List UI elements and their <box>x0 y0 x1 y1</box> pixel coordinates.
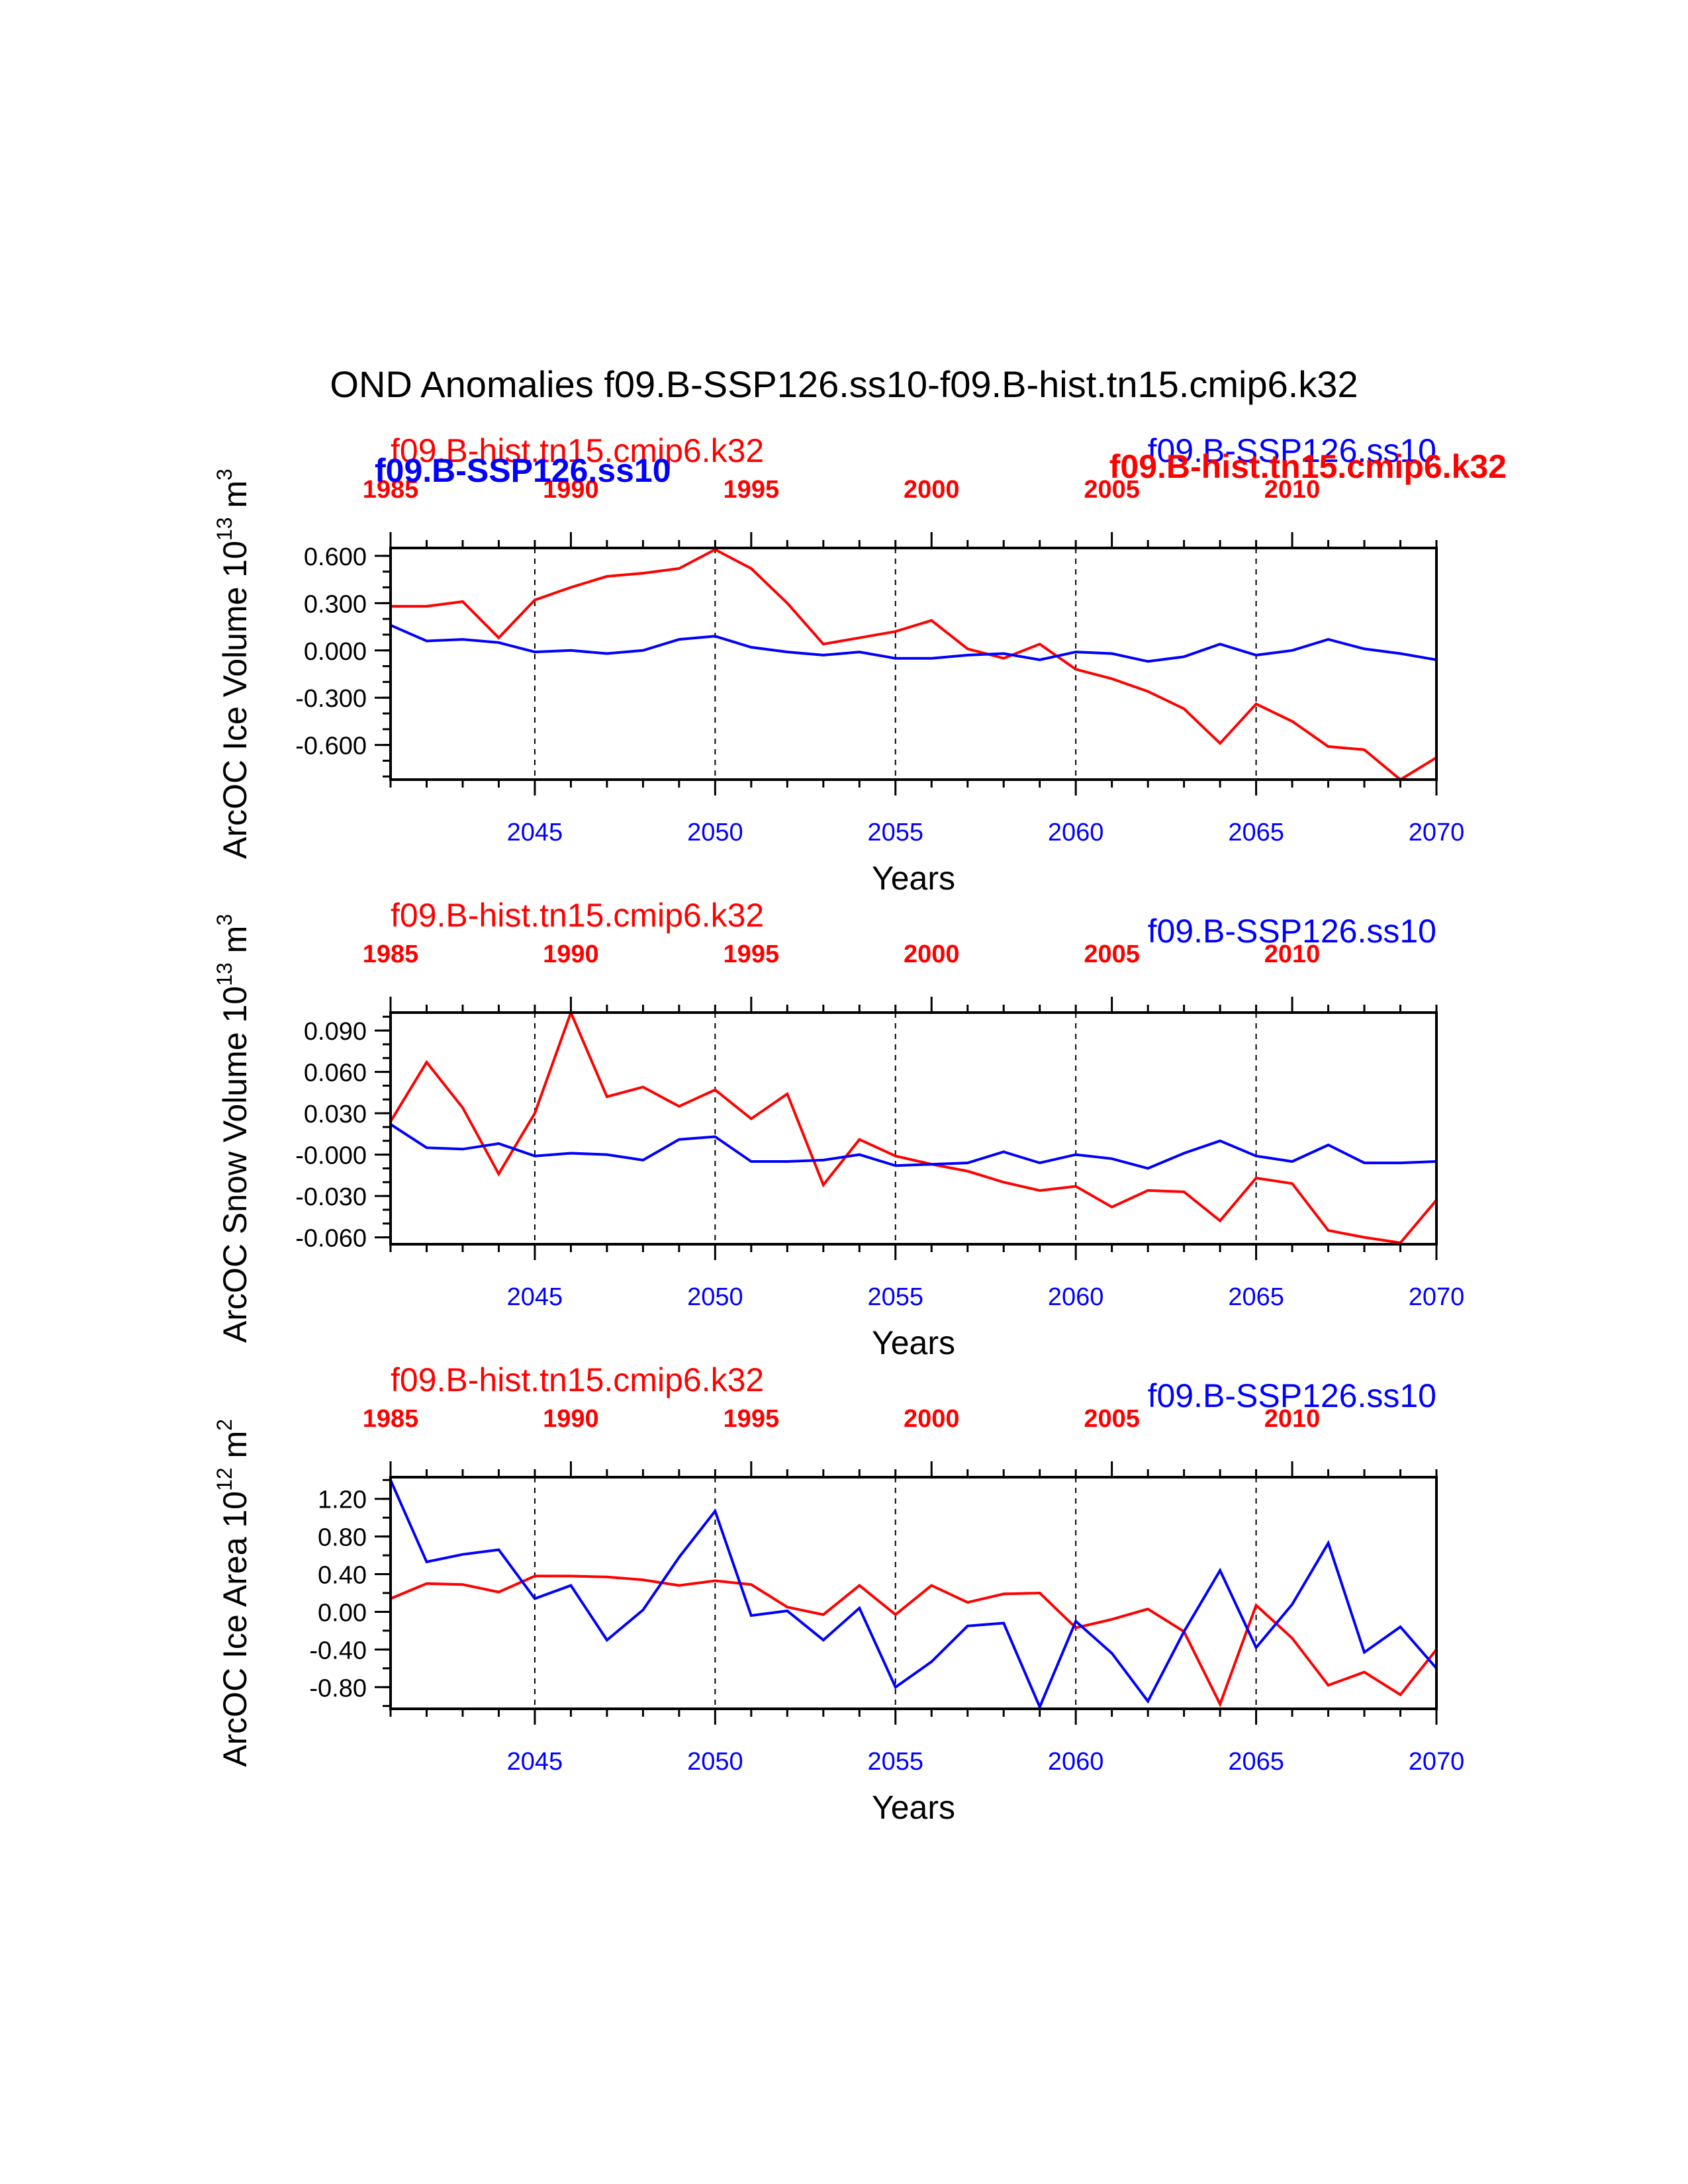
top-x-tick-label: 1995 <box>724 1405 780 1433</box>
top-x-tick-label: 1990 <box>543 476 599 504</box>
panel-3: 2045 2050 2055 2060 2065 2070 1985 1990 1995 2000… <box>212 1361 1464 1826</box>
y-tick-label: -0.300 <box>295 685 367 713</box>
y-tick-label: 0.060 <box>304 1060 367 1087</box>
x-tick-label: 2065 <box>1228 1748 1284 1776</box>
x-tick-label: 2065 <box>1228 1283 1284 1311</box>
top-x-tick-label: 2010 <box>1264 940 1321 968</box>
y-axis-title: ArcOC Ice Area 1012 m2 <box>212 1419 254 1767</box>
x-tick-label: 2045 <box>507 819 563 846</box>
x-tick-label: 2050 <box>687 819 743 846</box>
x-tick-label: 2045 <box>507 1283 563 1311</box>
y-tick-label: 0.80 <box>318 1524 367 1552</box>
y-tick-label: -0.80 <box>309 1674 367 1702</box>
panels: 2045 2050 2055 2060 2065 2070 1985 1990 1995 2000… <box>212 432 1507 1826</box>
x-tick-label: 2055 <box>867 1283 923 1311</box>
series-ssp-line <box>389 1479 1438 1711</box>
top-x-tick-label: 2005 <box>1084 476 1140 504</box>
hist-case-label: f09.B-hist.tn15.cmip6.k32 <box>391 1361 764 1398</box>
x-tick-label: 2060 <box>1048 819 1104 846</box>
ssp-case-label: f09.B-SSP126.ss10 <box>1148 913 1436 950</box>
figure-title: OND Anomalies f09.B-SSP126.ss10-f09.B-hi… <box>330 363 1358 405</box>
y-axis-title: ArcOC Snow Volume 1013 m3 <box>212 914 254 1343</box>
y-tick-label: -0.030 <box>295 1183 367 1211</box>
top-x-tick-label: 2005 <box>1084 940 1140 968</box>
top-x-tick-label: 1990 <box>543 1405 599 1433</box>
x-tick-label: 2055 <box>867 819 923 846</box>
series-hist-line <box>391 548 1438 782</box>
x-tick-label: 2060 <box>1048 1748 1104 1776</box>
panel-2: 2045 2050 2055 2060 2065 2070 1985 1990 1995 2000… <box>212 897 1464 1361</box>
x-tick-label: 2055 <box>867 1748 923 1776</box>
top-x-tick-label: 1985 <box>363 476 419 504</box>
x-tick-label: 2070 <box>1409 1748 1465 1776</box>
top-x-tick-label: 1985 <box>363 940 419 968</box>
ssp-case-label: f09.B-SSP126.ss10 <box>1148 1377 1436 1414</box>
x-tick-label: 2065 <box>1228 819 1284 846</box>
hist-case-label: f09.B-hist.tn15.cmip6.k32 <box>391 432 764 469</box>
y-tick-label: -0.000 <box>295 1142 367 1170</box>
top-x-tick-label: 1995 <box>724 940 780 968</box>
ssp-case-label-bold: f09.B-SSP126.ss10 <box>375 452 671 489</box>
top-x-tick-label: 2000 <box>904 476 960 504</box>
series-ssp-line <box>390 623 1437 663</box>
top-x-tick-label: 2000 <box>904 1405 960 1433</box>
y-axis-title: ArcOC Ice Volume 1013 m3 <box>212 469 254 859</box>
panel-1: 2045 2050 2055 2060 2065 2070 1985 1990 1995 2000… <box>212 432 1507 897</box>
y-tick-label: -0.40 <box>309 1637 367 1664</box>
y-tick-label: 0.600 <box>304 543 367 571</box>
top-x-tick-label: 2000 <box>904 940 960 968</box>
x-tick-label: 2050 <box>687 1748 743 1776</box>
x-tick-label: 2050 <box>687 1283 743 1311</box>
series-hist-line <box>389 1009 1438 1245</box>
x-tick-label: 2045 <box>507 1748 563 1776</box>
y-tick-label: 0.000 <box>304 638 367 666</box>
plot-frame <box>389 1011 1438 1246</box>
hist-case-label-bold: f09.B-hist.tn15.cmip6.k32 <box>1109 448 1507 485</box>
x-tick-label: 2060 <box>1048 1283 1104 1311</box>
x-tick-label: 2070 <box>1409 1283 1465 1311</box>
y-tick-label: 1.20 <box>318 1486 367 1514</box>
x-tick-label: 2070 <box>1409 819 1465 846</box>
y-tick-label: 0.00 <box>318 1599 367 1627</box>
y-tick-label: -0.600 <box>295 733 367 760</box>
top-x-tick-label: 2010 <box>1264 1405 1321 1433</box>
series-hist-line <box>390 1574 1438 1707</box>
x-axis-title: Years <box>872 1324 955 1361</box>
y-tick-label: 0.030 <box>304 1101 367 1128</box>
ssp-case-label: f09.B-SSP126.ss10 <box>1148 432 1436 469</box>
top-x-tick-label: 2005 <box>1084 1405 1140 1433</box>
y-tick-label: 0.090 <box>304 1018 367 1046</box>
top-x-tick-label: 2010 <box>1264 476 1321 504</box>
x-axis-title: Years <box>872 1789 955 1826</box>
series-ssp-line <box>389 1123 1437 1170</box>
top-x-tick-label: 1990 <box>543 940 599 968</box>
plot-frame <box>389 547 1438 781</box>
y-tick-label: 0.40 <box>318 1562 367 1590</box>
y-tick-label: 0.300 <box>304 590 367 618</box>
x-axis-title: Years <box>872 860 955 897</box>
top-x-tick-label: 1995 <box>724 476 780 504</box>
hist-case-label: f09.B-hist.tn15.cmip6.k32 <box>391 897 764 934</box>
y-tick-label: -0.060 <box>295 1225 367 1253</box>
top-x-tick-label: 1985 <box>363 1405 419 1433</box>
